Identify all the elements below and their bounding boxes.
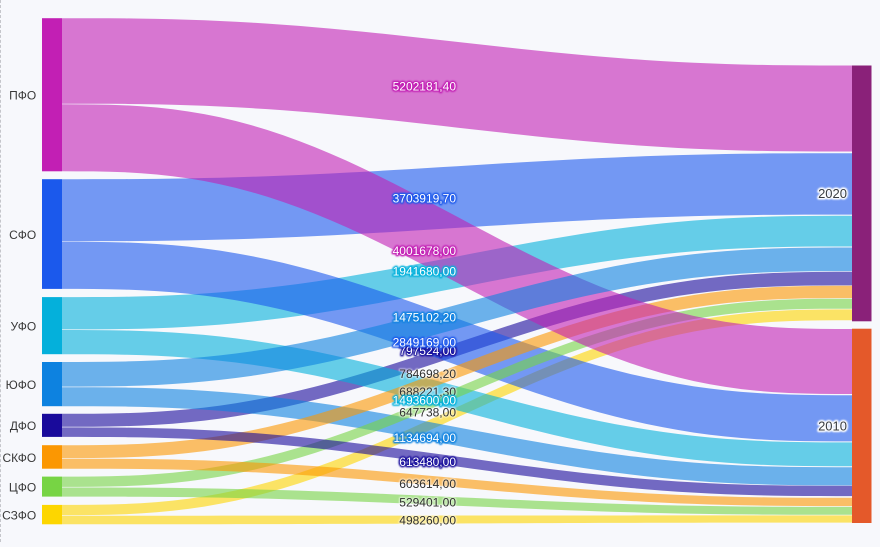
svg-text:2010: 2010	[818, 419, 847, 434]
svg-text:647738,00: 647738,00	[399, 405, 456, 419]
svg-text:ЮФО: ЮФО	[6, 378, 37, 392]
svg-text:529401,00: 529401,00	[399, 496, 456, 510]
svg-text:УФО: УФО	[11, 319, 37, 333]
svg-text:4001678,00: 4001678,00	[393, 244, 457, 258]
svg-text:647738,00: 647738,00	[399, 405, 456, 419]
svg-text:2010: 2010	[818, 419, 847, 434]
svg-text:498260,00: 498260,00	[399, 514, 456, 528]
svg-text:688221,30: 688221,30	[399, 385, 456, 399]
svg-text:498260,00: 498260,00	[399, 514, 456, 528]
svg-text:5202181,40: 5202181,40	[393, 80, 457, 94]
svg-text:613480,00: 613480,00	[399, 455, 456, 469]
svg-text:1941680,00: 1941680,00	[393, 265, 457, 279]
svg-text:2849169,00: 2849169,00	[393, 336, 457, 350]
svg-text:СФО: СФО	[9, 228, 36, 242]
svg-text:3703919,70: 3703919,70	[393, 191, 457, 205]
svg-text:2020: 2020	[818, 186, 847, 201]
svg-text:784698,20: 784698,20	[399, 367, 456, 381]
svg-text:ДФО: ДФО	[10, 419, 36, 433]
svg-text:529401,00: 529401,00	[399, 496, 456, 510]
svg-text:603614,00: 603614,00	[399, 477, 456, 491]
svg-text:784698,20: 784698,20	[399, 367, 456, 381]
svg-text:ЦФО: ЦФО	[9, 480, 36, 494]
svg-text:1134694,00: 1134694,00	[393, 431, 456, 445]
svg-text:СКФО: СКФО	[2, 451, 36, 465]
svg-text:1475102,20: 1475102,20	[393, 311, 457, 325]
svg-text:1493600,00: 1493600,00	[393, 394, 457, 408]
svg-text:3703919,70: 3703919,70	[393, 191, 457, 205]
svg-text:688221,30: 688221,30	[399, 385, 456, 399]
svg-text:603614,00: 603614,00	[399, 477, 456, 491]
svg-text:ПФО: ПФО	[9, 89, 36, 103]
svg-text:2849169,00: 2849169,00	[393, 336, 457, 350]
svg-text:1475102,20: 1475102,20	[393, 311, 457, 325]
svg-text:1941680,00: 1941680,00	[393, 265, 457, 279]
svg-text:1493600,00: 1493600,00	[393, 394, 457, 408]
svg-text:1134694,00: 1134694,00	[393, 431, 456, 445]
svg-text:СЗФО: СЗФО	[2, 508, 36, 522]
svg-text:797524,00: 797524,00	[399, 344, 456, 358]
svg-text:2020: 2020	[818, 186, 847, 201]
svg-text:797524,00: 797524,00	[399, 344, 456, 358]
svg-text:5202181,40: 5202181,40	[393, 80, 457, 94]
svg-text:4001678,00: 4001678,00	[393, 244, 457, 258]
svg-text:613480,00: 613480,00	[399, 455, 456, 469]
